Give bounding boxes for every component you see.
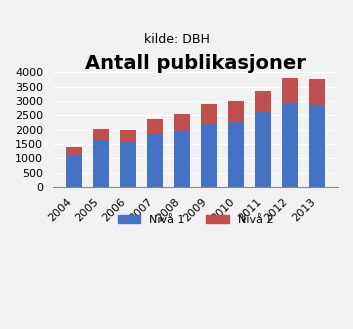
Bar — [147, 134, 163, 187]
Bar — [309, 79, 325, 106]
Bar — [282, 78, 298, 103]
Bar — [309, 106, 325, 187]
Bar — [228, 121, 244, 187]
Bar — [147, 119, 163, 134]
Bar — [174, 114, 190, 131]
Bar — [174, 131, 190, 187]
Bar — [120, 130, 136, 141]
Bar — [255, 112, 271, 187]
Bar — [120, 141, 136, 187]
Text: kilde: DBH: kilde: DBH — [144, 33, 209, 46]
Bar — [255, 91, 271, 112]
Bar — [93, 139, 109, 187]
Bar — [201, 104, 217, 124]
Bar — [282, 103, 298, 187]
Bar — [93, 129, 109, 139]
Bar — [66, 147, 82, 155]
Legend: Nivå 1, Nivå 2: Nivå 1, Nivå 2 — [113, 211, 278, 229]
Bar — [228, 101, 244, 121]
Bar — [201, 124, 217, 187]
Title: Antall publikasjoner: Antall publikasjoner — [85, 55, 306, 73]
Bar — [66, 155, 82, 187]
